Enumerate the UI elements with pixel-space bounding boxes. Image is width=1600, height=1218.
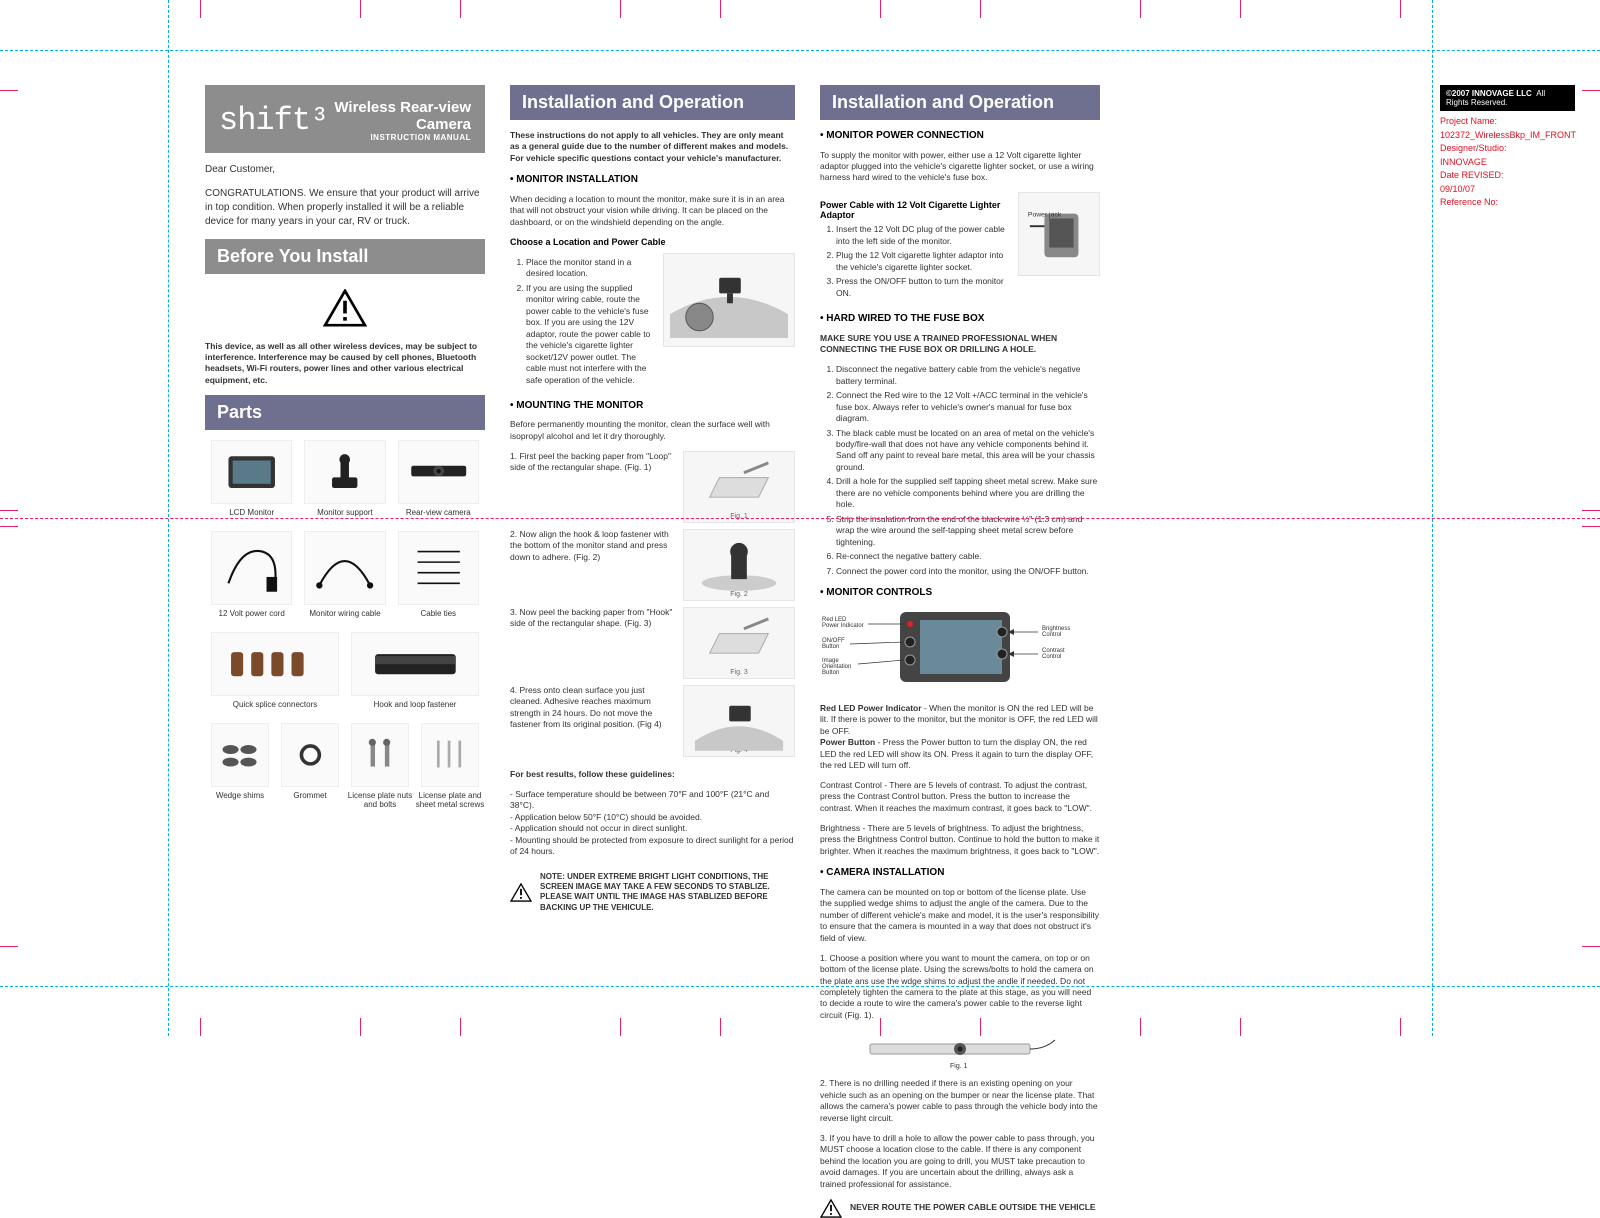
copyright-bar: ©2007 INNOVAGE LLC All Rights Reserved. [1440,85,1575,111]
guidelines-h: For best results, follow these guideline… [510,769,795,780]
proj-label: Designer/Studio: [1440,143,1507,153]
contrast-text: Contrast Control - There are 5 levels of… [820,780,1100,814]
brand-logo: shift³ [219,102,328,139]
never-route: NEVER ROUTE THE POWER CABLE OUTSIDE THE … [850,1202,1096,1213]
camera-item: There is no drilling needed if there is … [820,1078,1098,1122]
controls-diagram: Red LED Power Indicator ON/OFF Button Im… [820,604,1080,694]
monitor-install-p: When deciding a location to mount the mo… [510,194,795,228]
lighter-item: Plug the 12 Volt cigarette lighter adapt… [836,250,1008,273]
fuse-item: Disconnect the negative battery cable fr… [836,364,1100,387]
svg-text:Button: Button [822,670,839,676]
camera-item: If you have to drill a hole to allow the… [820,1133,1095,1189]
part-label: Grommet [275,791,345,800]
intro-body: CONGRATULATIONS. We ensure that your pro… [205,187,485,229]
column-3: Installation and Operation • MONITOR POW… [820,85,1100,1218]
mount-item: Now align the hook & loop fastener with … [510,529,669,562]
fuse-item: The black cable must be located on an ar… [836,428,1100,474]
fig-2: Fig. 2 [683,529,795,601]
dashboard-figure [663,253,795,347]
guideline: Surface temperature should be between 70… [510,789,769,810]
proj-value: INNOVAGE [1440,157,1487,167]
fuse-item: Connect the Red wire to the 12 Volt +/AC… [836,390,1100,424]
brand-manual: INSTRUCTION MANUAL [328,133,471,142]
svg-text:Power Indicator: Power Indicator [822,623,864,629]
choose-item: If you are using the supplied monitor wi… [526,283,653,386]
brightness-text: Brightness - There are 5 levels of brigh… [820,823,1100,857]
warning-icon-small [510,883,532,902]
bright-light-note: NOTE: UNDER EXTREME BRIGHT LIGHT CONDITI… [540,872,795,914]
part-label: Hook and loop fastener [345,700,485,709]
camera-p: The camera can be mounted on top or bott… [820,887,1100,944]
svg-text:Control: Control [1042,632,1061,638]
page-content: shift³ Wireless Rear-view Camera INSTRUC… [160,40,1440,1000]
svg-text:Control: Control [1042,654,1061,660]
fig-3: Fig. 3 [683,607,795,679]
mount-item: Now peel the backing paper from "Hook" s… [510,607,672,628]
part-label: LCD Monitor [205,508,298,517]
choose-h: Choose a Location and Power Cable [510,237,795,247]
part-label: Cable ties [392,609,485,618]
mount-p: Before permanently mounting the monitor,… [510,419,795,442]
install1-intro: These instructions do not apply to all v… [510,130,795,164]
guideline: Application should not occur in direct s… [515,823,687,833]
power-h: • MONITOR POWER CONNECTION [820,130,1100,141]
brand-title: Wireless Rear-view Camera [328,99,471,133]
part-label: Quick splice connectors [205,700,345,709]
parts-header: Parts [205,395,485,430]
power-jack-figure: Power jack [1018,192,1100,276]
part-label: Monitor support [298,508,391,517]
part-label: License plate nuts and bolts [345,791,415,809]
project-info-box: ©2007 INNOVAGE LLC All Rights Reserved. … [1440,85,1575,214]
fig-4: Fig. 4 [683,685,795,757]
proj-label: Date REVISED: [1440,170,1504,180]
salutation: Dear Customer, [205,163,485,177]
proj-label: Project Name: [1440,116,1497,126]
controls-h: • MONITOR CONTROLS [820,587,1100,598]
warning-icon-large [205,289,485,332]
choose-item: Place the monitor stand in a desired loc… [526,257,653,280]
fuse-item: Re-connect the negative battery cable. [836,551,1100,562]
fuse-item: Strip the insulation from the end of the… [836,514,1100,548]
lighter-h: Power Cable with 12 Volt Cigarette Light… [820,200,1008,220]
column-1: shift³ Wireless Rear-view Camera INSTRUC… [205,85,485,823]
install1-header: Installation and Operation [510,85,795,120]
lighter-item: Insert the 12 Volt DC plug of the power … [836,224,1008,247]
fuse-warn: MAKE SURE YOU USE A TRAINED PROFESSIONAL… [820,333,1100,356]
install2-header: Installation and Operation [820,85,1100,120]
camera-h: • CAMERA INSTALLATION [820,867,1100,878]
mount-item: First peel the backing paper from "Loop"… [510,451,671,472]
warning-text: This device, as well as all other wirele… [205,341,485,387]
mount-h: • MOUNTING THE MONITOR [510,400,795,411]
brand-header: shift³ Wireless Rear-view Camera INSTRUC… [205,85,485,153]
fuse-item: Drill a hole for the supplied self tappi… [836,476,1100,510]
part-label: Wedge shims [205,791,275,800]
guideline: Mounting should be protected from exposu… [510,835,794,856]
warning-icon-small [820,1199,842,1218]
svg-text:Button: Button [822,644,839,650]
svg-text:Power jack: Power jack [1028,212,1062,219]
power-p: To supply the monitor with power, either… [820,150,1100,184]
guideline: Application below 50°F (10°C) should be … [515,812,702,822]
part-label: Monitor wiring cable [298,609,391,618]
part-label: 12 Volt power cord [205,609,298,618]
part-label: Rear-view camera [392,508,485,517]
camera-item: Choose a position where you want to moun… [820,953,1094,1020]
svg-text:Fig. 1: Fig. 1 [950,1063,968,1070]
parts-grid: LCD Monitor Monitor support Rear-view ca… [205,440,485,823]
column-2: Installation and Operation These instruc… [510,85,795,913]
fuse-item: Connect the power cord into the monitor,… [836,566,1100,577]
lighter-item: Press the ON/OFF button to turn the moni… [836,276,1008,299]
proj-value: 09/10/07 [1440,184,1475,194]
fig-1: Fig. 1 [683,451,795,523]
part-label: License plate and sheet metal screws [415,791,485,809]
proj-label: Reference No: [1440,197,1498,207]
before-header: Before You Install [205,239,485,274]
monitor-install-h: • MONITOR INSTALLATION [510,174,795,185]
proj-value: 102372_WirelessBkp_IM_FRONT [1440,130,1576,140]
fuse-h: • HARD WIRED TO THE FUSE BOX [820,313,1100,324]
mount-item: Press onto clean surface you just cleane… [510,685,662,729]
